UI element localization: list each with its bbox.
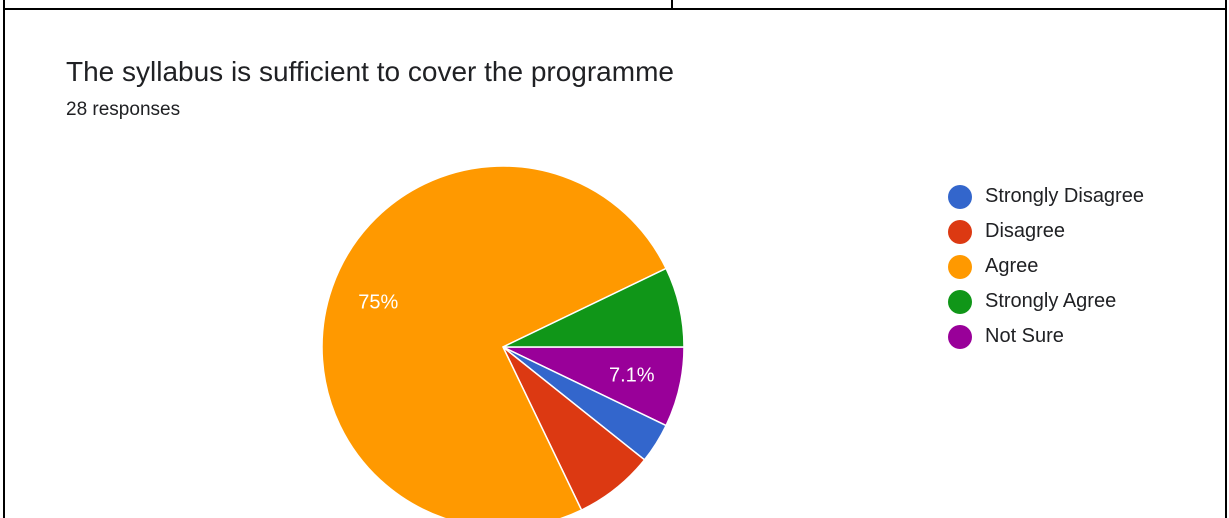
legend-item-not-sure[interactable]: Not Sure — [948, 319, 1144, 354]
legend-item-agree[interactable]: Agree — [948, 249, 1144, 284]
legend-swatch — [948, 254, 972, 279]
chart-title: The syllabus is sufficient to cover the … — [66, 56, 674, 87]
chart-legend: Strongly Disagree Disagree Agree Strongl… — [948, 179, 1144, 354]
legend-item-strongly-disagree[interactable]: Strongly Disagree — [948, 179, 1144, 214]
legend-swatch — [948, 324, 972, 349]
legend-swatch — [948, 219, 972, 244]
pie-slice-strongly-agree[interactable] — [502, 267, 685, 348]
pie-label-not-sure: 7.1% — [609, 365, 655, 387]
pie-label-agree: 75% — [358, 292, 398, 314]
legend-swatch — [948, 184, 972, 209]
frame-right-border — [1225, 0, 1227, 518]
legend-swatch — [948, 289, 972, 314]
frame-left-border — [3, 0, 5, 518]
response-count: 28 responses — [66, 99, 181, 120]
legend-item-disagree[interactable]: Disagree — [948, 214, 1144, 249]
legend-label: Not Sure — [985, 325, 1064, 347]
legend-label: Agree — [985, 255, 1039, 277]
legend-label: Disagree — [985, 220, 1066, 242]
legend-label: Strongly Agree — [985, 290, 1117, 312]
frame-top-border — [3, 8, 1227, 10]
pie-slice-agree[interactable] — [321, 165, 668, 518]
frame-column-divider — [671, 0, 673, 10]
legend-item-strongly-agree[interactable]: Strongly Agree — [948, 284, 1144, 319]
legend-label: Strongly Disagree — [985, 185, 1144, 207]
